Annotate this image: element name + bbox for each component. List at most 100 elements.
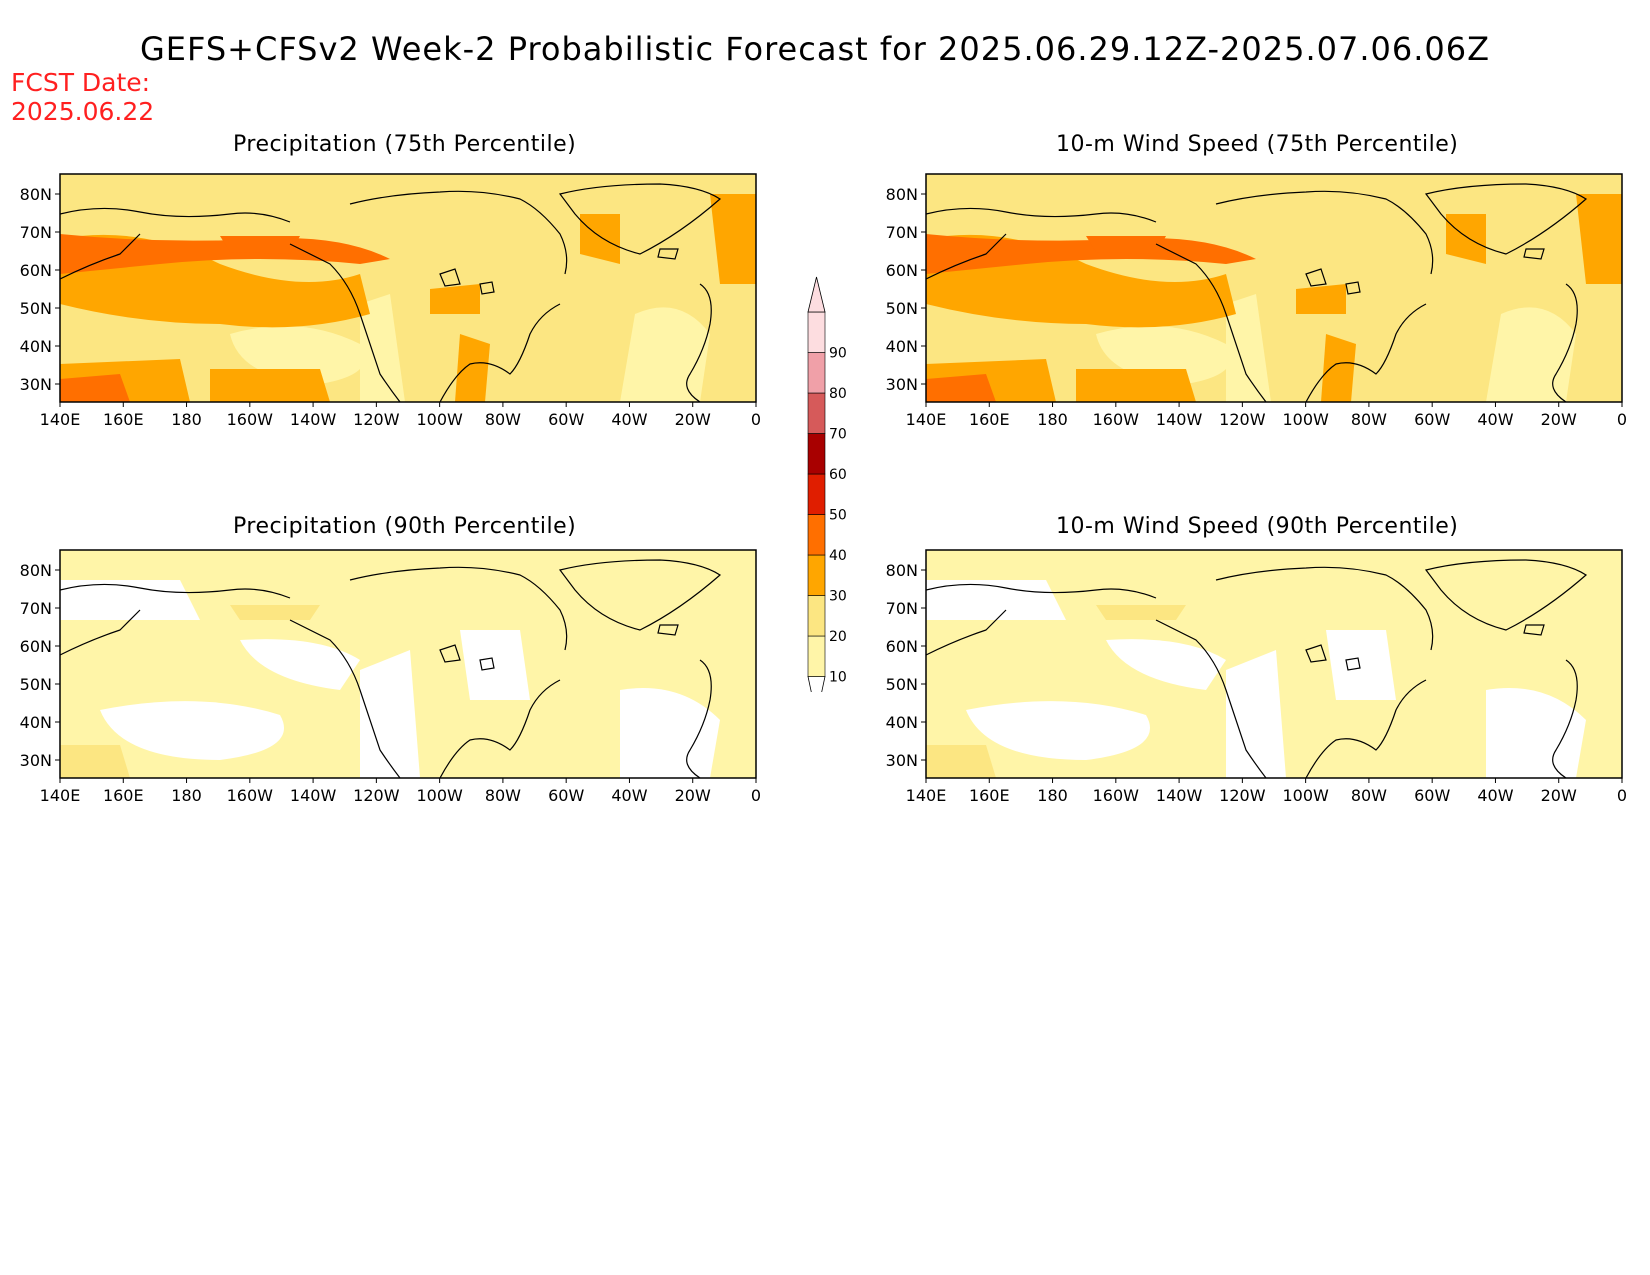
coastline: [1552, 659, 1578, 778]
lon-label: 180: [1037, 410, 1068, 429]
coastline: [1305, 268, 1327, 287]
colorbar-label: 80: [829, 386, 847, 402]
colorbar-label: 60: [829, 467, 847, 483]
contour-region: [1226, 294, 1271, 402]
coastline: [289, 243, 401, 402]
coastline: [657, 248, 679, 260]
coastline: [926, 233, 1007, 280]
contour-region: [360, 294, 405, 402]
lon-label: 80W: [1351, 410, 1387, 429]
coastline: [1305, 644, 1327, 663]
coastline: [60, 207, 291, 223]
lon-label: 160W: [227, 410, 274, 429]
coastline: [1424, 183, 1587, 255]
colorbar: 10 20 30 40 50 60 70 80 90: [807, 276, 847, 692]
lat-label: 50N: [886, 299, 918, 318]
lon-label: 140E: [906, 786, 947, 805]
coastline: [439, 679, 561, 778]
lon-label: 80W: [485, 410, 521, 429]
map-frame: [59, 549, 757, 779]
lon-label: 60W: [1414, 410, 1450, 429]
coastline: [686, 659, 712, 778]
lat-label: 80N: [20, 561, 52, 580]
coastline: [926, 207, 1157, 223]
map-fill-group: [60, 174, 756, 402]
map-fill-group: [60, 550, 756, 778]
coastline: [60, 609, 141, 656]
lon-label: 0: [1617, 786, 1627, 805]
colorbar-segment: [807, 473, 826, 515]
colorbar-label: 40: [829, 548, 847, 564]
lon-label: 120W: [353, 786, 400, 805]
coastline: [1155, 243, 1267, 402]
lat-label: 70N: [20, 599, 52, 618]
contour-region: [460, 630, 530, 700]
lon-label: 60W: [548, 410, 584, 429]
contour-region: [60, 374, 130, 402]
coastline: [60, 583, 291, 599]
coastline: [1345, 281, 1361, 295]
colorbar-label: 50: [829, 508, 847, 524]
colorbar-segment: [807, 433, 826, 475]
lon-label: 80W: [1351, 786, 1387, 805]
contour-region: [455, 334, 490, 402]
map-precip90: 140E 160E 180 160W 140W 120W 100W 80W 60W 40W 20W 0…: [20, 549, 761, 805]
fcst-date: FCST Date: 2025.06.22: [11, 68, 154, 126]
lat-label: 60N: [20, 637, 52, 656]
contour-region: [710, 194, 756, 284]
lon-label: 20W: [675, 410, 711, 429]
colorbar-segment: [807, 311, 826, 353]
lon-label: 120W: [1219, 410, 1266, 429]
contour-region: [580, 214, 620, 264]
contour-region: [926, 580, 1066, 620]
fcst-date-value: 2025.06.22: [11, 97, 155, 126]
lon-label: 180: [171, 786, 202, 805]
lon-label: 0: [1617, 410, 1627, 429]
coastline: [926, 609, 1007, 656]
colorbar-bottom-arrow: [807, 676, 826, 692]
lon-label: 0: [751, 410, 761, 429]
contour-region: [230, 605, 320, 620]
lon-label: 60W: [1414, 786, 1450, 805]
panel-title-wind90: 10-m Wind Speed (90th Percentile): [1056, 514, 1459, 539]
coastline: [1155, 619, 1267, 778]
lon-label: 40W: [1477, 410, 1513, 429]
lon-label: 160E: [969, 786, 1010, 805]
lon-label: 40W: [1477, 786, 1513, 805]
colorbar-label: 90: [829, 346, 847, 362]
lon-label: 160W: [227, 786, 274, 805]
map-precip75: 140E 160E 180 160W 140W 120W 100W 80W 60W 40W 20W 0…: [20, 173, 761, 429]
lat-label: 70N: [20, 223, 52, 242]
coastline: [1345, 657, 1361, 671]
lat-label: 40N: [20, 337, 52, 356]
contour-region: [966, 701, 1150, 760]
map-wind75: 140E 160E 180 160W 140W 120W 100W 80W 60W 40W 20W 0…: [886, 173, 1627, 429]
colorbar-label: 70: [829, 427, 847, 443]
lat-label: 40N: [886, 337, 918, 356]
lat-label: 80N: [20, 185, 52, 204]
colorbar-segment: [807, 635, 826, 677]
map-fill-group: [926, 174, 1622, 402]
lon-label: 180: [1037, 786, 1068, 805]
lon-label: 100W: [1282, 410, 1329, 429]
lon-label: 80W: [485, 786, 521, 805]
lon-label: 20W: [1541, 786, 1577, 805]
coastline: [439, 644, 461, 663]
lon-label: 160E: [103, 786, 144, 805]
contour-region: [1326, 630, 1396, 700]
main-title: GEFS+CFSv2 Week-2 Probabilistic Forecast…: [140, 30, 1491, 68]
lon-label: 140W: [290, 410, 337, 429]
lat-label: 80N: [886, 561, 918, 580]
lon-label: 140E: [40, 786, 81, 805]
colorbar-segment: [807, 392, 826, 434]
lon-label: 100W: [416, 786, 463, 805]
map-frame: [925, 549, 1623, 779]
coastline: [1424, 559, 1587, 631]
lat-label: 80N: [886, 185, 918, 204]
lon-label: 160E: [969, 410, 1010, 429]
contour-region: [1486, 688, 1586, 778]
lon-label: 120W: [1219, 786, 1266, 805]
coastline: [657, 624, 679, 636]
lat-label: 60N: [20, 261, 52, 280]
lat-label: 40N: [20, 713, 52, 732]
